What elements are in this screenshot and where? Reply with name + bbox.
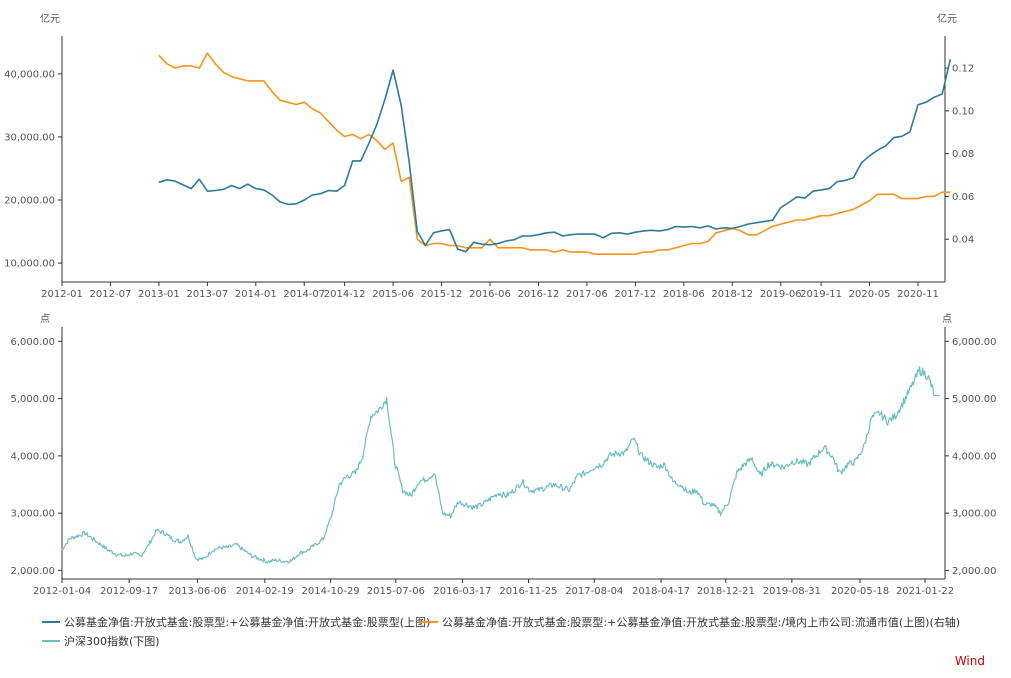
top-right-tick-label: 0.12 bbox=[952, 64, 974, 75]
legend-label-fund-nav: 公募基金净值:开放式基金:股票型:+公募基金净值:开放式基金:股票型(上图) bbox=[64, 616, 431, 629]
bottom-left-unit: 点 bbox=[40, 313, 50, 325]
bottom-x-tick-label: 2019-08-31 bbox=[763, 586, 821, 597]
legend-swatch-hs300 bbox=[42, 640, 60, 642]
top-x-tick-label: 2016-12 bbox=[518, 289, 560, 300]
legend-label-ratio: 公募基金净值:开放式基金:股票型:+公募基金净值:开放式基金:股票型:/境内上市… bbox=[442, 616, 961, 629]
top-x-tick-label: 2017-06 bbox=[566, 289, 608, 300]
top-x-tick-label: 2019-11 bbox=[800, 289, 842, 300]
top-x-tick-label: 2016-06 bbox=[469, 289, 511, 300]
bottom-x-tick-label: 2017-08-04 bbox=[565, 586, 623, 597]
top-x-tick-label: 2020-11 bbox=[897, 289, 939, 300]
top-left-tick-label: 40,000.00 bbox=[4, 69, 55, 80]
bottom-right-unit: 点 bbox=[942, 313, 952, 325]
bottom-left-tick-label: 3,000.00 bbox=[10, 509, 55, 520]
bottom-right-tick-label: 2,000.00 bbox=[952, 566, 997, 577]
top-x-tick-label: 2015-12 bbox=[421, 289, 463, 300]
top-x-tick-label: 2015-06 bbox=[372, 289, 414, 300]
top-left-tick-label: 20,000.00 bbox=[4, 196, 55, 207]
bottom-left-tick-label: 6,000.00 bbox=[10, 337, 55, 348]
top-left-tick-label: 10,000.00 bbox=[4, 259, 55, 270]
bottom-left-tick-label: 4,000.00 bbox=[10, 451, 55, 462]
wind-watermark: Wind bbox=[954, 654, 985, 668]
legend-label-hs300: 沪深300指数(下图) bbox=[64, 635, 160, 648]
ratio-series-line bbox=[158, 52, 951, 255]
bottom-x-tick-label: 2018-04-17 bbox=[632, 586, 690, 597]
bottom-x-tick-label: 2016-03-17 bbox=[433, 586, 491, 597]
legend-item-hs300: 沪深300指数(下图) bbox=[42, 633, 160, 649]
legend-swatch-ratio bbox=[420, 621, 438, 623]
bottom-x-tick-label: 2020-05-18 bbox=[831, 586, 889, 597]
bottom-x-tick-label: 2014-02-19 bbox=[236, 586, 294, 597]
top-chart-panel: 亿元 亿元 10,000.00 20,000.00 30,000.00 40,000.00… bbox=[4, 12, 974, 300]
top-x-tick-label: 2019-06 bbox=[760, 289, 802, 300]
top-right-tick-label: 0.08 bbox=[952, 149, 974, 160]
bottom-left-tick-label: 2,000.00 bbox=[10, 566, 55, 577]
bottom-x-tick-label: 2016-11-25 bbox=[499, 586, 557, 597]
bottom-x-tick-label: 2012-01-04 bbox=[33, 586, 91, 597]
top-x-tick-label: 2014-12 bbox=[324, 289, 366, 300]
bottom-x-tick-label: 2021-01-22 bbox=[896, 586, 954, 597]
bottom-right-tick-label: 4,000.00 bbox=[952, 451, 997, 462]
top-x-tick-label: 2013-07 bbox=[186, 289, 228, 300]
bottom-right-tick-label: 5,000.00 bbox=[952, 394, 997, 405]
bottom-x-tick-label: 2013-06-06 bbox=[168, 586, 226, 597]
top-right-tick-label: 0.06 bbox=[952, 192, 974, 203]
top-x-tick-label: 2014-07 bbox=[283, 289, 325, 300]
bottom-x-tick-label: 2012-09-17 bbox=[100, 586, 158, 597]
legend-item-fund-nav: 公募基金净值:开放式基金:股票型:+公募基金净值:开放式基金:股票型(上图) bbox=[42, 614, 430, 630]
top-x-tick-label: 2018-06 bbox=[663, 289, 705, 300]
top-left-unit: 亿元 bbox=[40, 12, 60, 25]
top-x-tick-label: 2013-01 bbox=[138, 289, 180, 300]
legend-swatch-fund-nav bbox=[42, 621, 60, 623]
bottom-right-tick-label: 6,000.00 bbox=[952, 337, 997, 348]
top-right-tick-label: 0.10 bbox=[952, 106, 974, 117]
top-left-tick-label: 30,000.00 bbox=[4, 132, 55, 143]
bottom-chart-panel: 点 点 2,000.00 2,000.00 3,000.00 3,000.00 4,000.… bbox=[10, 313, 996, 597]
top-x-tick-label: 2020-05 bbox=[849, 289, 891, 300]
bottom-x-tick-label: 2018-12-21 bbox=[697, 586, 755, 597]
top-x-tick-label: 2012-07 bbox=[90, 289, 132, 300]
top-x-tick-label: 2017-12 bbox=[614, 289, 656, 300]
top-right-unit: 亿元 bbox=[937, 12, 957, 25]
top-x-tick-label: 2018-12 bbox=[711, 289, 753, 300]
hs300-series-line bbox=[60, 366, 940, 564]
bottom-left-tick-label: 5,000.00 bbox=[10, 394, 55, 405]
bottom-right-tick-label: 3,000.00 bbox=[952, 509, 997, 520]
bottom-x-tick-label: 2014-10-29 bbox=[302, 586, 360, 597]
bottom-x-tick-label: 2015-07-06 bbox=[367, 586, 425, 597]
top-x-tick-label: 2014-01 bbox=[235, 289, 277, 300]
top-x-tick-label: 2012-01 bbox=[41, 289, 83, 300]
fund-nav-series-line bbox=[158, 59, 952, 253]
top-right-tick-label: 0.04 bbox=[952, 235, 974, 246]
legend-item-ratio: 公募基金净值:开放式基金:股票型:+公募基金净值:开放式基金:股票型:/境内上市… bbox=[420, 614, 960, 630]
